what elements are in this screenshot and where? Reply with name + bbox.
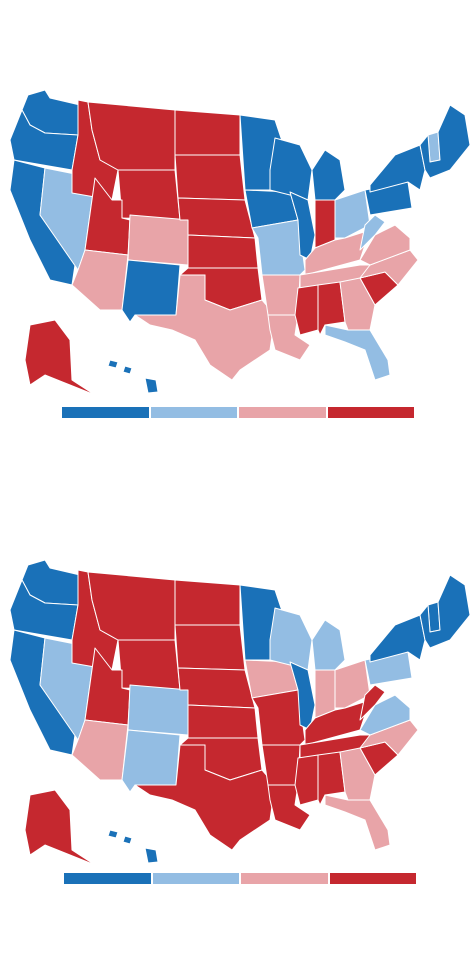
state-wv xyxy=(359,684,386,721)
state-nm xyxy=(121,729,181,793)
state-mi xyxy=(311,149,346,206)
state-ar xyxy=(261,274,301,316)
state-mo xyxy=(251,219,306,276)
state-tx xyxy=(134,744,276,851)
legend-swatch-dark-red xyxy=(329,873,416,884)
legend-bottom xyxy=(64,873,416,884)
state-hi xyxy=(107,829,159,864)
state-mt xyxy=(87,101,176,171)
state-wi xyxy=(269,137,313,201)
state-ks xyxy=(187,234,259,269)
state-ms xyxy=(294,754,319,806)
state-nd xyxy=(174,579,241,626)
legend-swatch-light-red xyxy=(239,407,326,418)
state-ne xyxy=(177,197,256,239)
state-ny xyxy=(369,144,426,193)
state-tx xyxy=(134,274,276,381)
state-oh xyxy=(334,189,371,239)
us-map-bottom xyxy=(9,559,471,866)
state-ar xyxy=(261,744,301,786)
map-panel-bottom xyxy=(0,530,474,970)
state-fl xyxy=(324,794,391,851)
state-nd xyxy=(174,109,241,156)
state-mo xyxy=(251,689,306,746)
legend-swatch-light-blue xyxy=(152,873,239,884)
us-map-top xyxy=(9,89,471,396)
state-fl xyxy=(324,324,391,381)
state-mi xyxy=(311,619,346,676)
legend-top xyxy=(62,407,414,418)
state-ks xyxy=(187,704,259,739)
state-ne-region xyxy=(419,574,471,649)
state-sd xyxy=(174,154,246,201)
legend-swatch-dark-blue xyxy=(62,407,149,418)
state-wy xyxy=(117,639,181,691)
state-ak xyxy=(24,789,96,866)
legend-swatch-dark-red xyxy=(327,407,414,418)
state-sd xyxy=(174,624,246,671)
state-hi xyxy=(107,359,159,394)
legend-swatch-light-blue xyxy=(150,407,237,418)
legend-swatch-dark-blue xyxy=(64,873,151,884)
state-ne-region xyxy=(419,104,471,179)
state-wi xyxy=(269,607,313,671)
state-wy xyxy=(117,169,181,221)
state-co xyxy=(127,214,191,266)
state-co xyxy=(127,684,191,736)
state-oh xyxy=(334,659,371,709)
legend-swatch-light-red xyxy=(241,873,328,884)
state-wv xyxy=(359,214,386,251)
state-ny xyxy=(369,614,426,663)
state-ne xyxy=(177,667,256,709)
state-ak xyxy=(24,319,96,396)
state-mt xyxy=(87,571,176,641)
map-panel-top xyxy=(0,60,474,500)
state-nm xyxy=(121,259,181,323)
state-ms xyxy=(294,284,319,336)
